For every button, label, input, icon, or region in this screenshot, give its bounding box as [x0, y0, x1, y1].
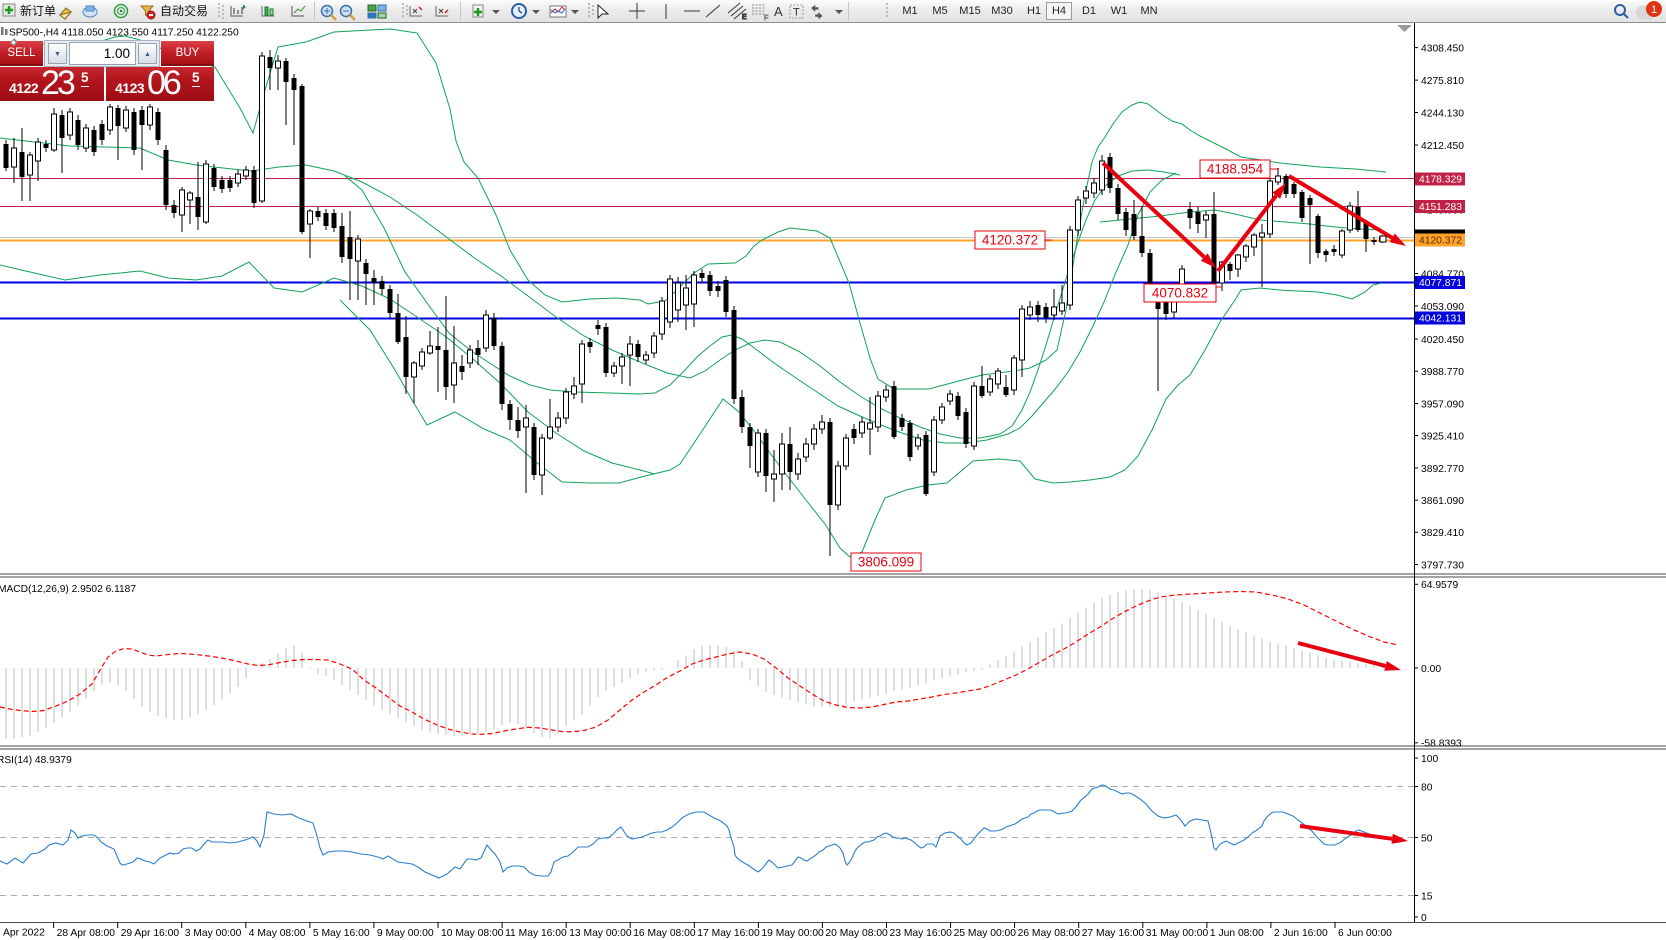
- svg-text:17 May 16:00: 17 May 16:00: [697, 928, 760, 939]
- svg-text:16 May 08:00: 16 May 08:00: [633, 928, 696, 939]
- svg-text:-58.8393: -58.8393: [1421, 739, 1462, 750]
- svg-text:4042.131: 4042.131: [1419, 314, 1462, 325]
- svg-text:3957.090: 3957.090: [1421, 399, 1464, 410]
- svg-text:100: 100: [1421, 754, 1438, 765]
- svg-text:4053.090: 4053.090: [1421, 302, 1464, 313]
- svg-text:80: 80: [1421, 782, 1433, 793]
- svg-text:1: 1: [1651, 4, 1657, 16]
- svg-text:T: T: [793, 7, 800, 19]
- svg-text:RSI(14) 48.9379: RSI(14) 48.9379: [0, 755, 72, 766]
- svg-text:3925.410: 3925.410: [1421, 431, 1464, 442]
- svg-text:31 May 00:00: 31 May 00:00: [1146, 928, 1209, 939]
- svg-text:3797.730: 3797.730: [1421, 560, 1464, 571]
- svg-text:3861.090: 3861.090: [1421, 496, 1464, 507]
- svg-text:0.00: 0.00: [1421, 664, 1441, 675]
- svg-text:MACD(12,26,9) 2.9502 6.1187: MACD(12,26,9) 2.9502 6.1187: [0, 584, 136, 595]
- svg-text:5 May 16:00: 5 May 16:00: [313, 928, 370, 939]
- svg-text:4188.954: 4188.954: [1207, 162, 1264, 177]
- svg-text:0: 0: [1421, 913, 1427, 924]
- svg-text:13 May 00:00: 13 May 00:00: [569, 928, 632, 939]
- svg-text:4178.329: 4178.329: [1419, 175, 1462, 186]
- svg-text:29 Apr 16:00: 29 Apr 16:00: [121, 928, 180, 939]
- svg-text:3806.099: 3806.099: [858, 555, 914, 570]
- svg-text:28 Apr 08:00: 28 Apr 08:00: [57, 928, 116, 939]
- svg-text:3892.770: 3892.770: [1421, 464, 1464, 475]
- svg-text:4275.810: 4275.810: [1421, 76, 1464, 87]
- svg-text:4151.283: 4151.283: [1419, 202, 1462, 213]
- svg-text:9 May 00:00: 9 May 00:00: [377, 928, 434, 939]
- svg-text:23 May 16:00: 23 May 16:00: [890, 928, 953, 939]
- svg-text:50: 50: [1421, 833, 1433, 844]
- svg-text:4020.450: 4020.450: [1421, 335, 1464, 346]
- svg-text:4 May 08:00: 4 May 08:00: [249, 928, 306, 939]
- svg-text:11 May 16:00: 11 May 16:00: [505, 928, 567, 939]
- svg-text:4244.130: 4244.130: [1421, 108, 1464, 119]
- svg-text:26 May 08:00: 26 May 08:00: [1018, 928, 1081, 939]
- svg-text:25 May 00:00: 25 May 00:00: [954, 928, 1017, 939]
- svg-text:10 May 08:00: 10 May 08:00: [441, 928, 504, 939]
- svg-text:4084.770: 4084.770: [1421, 269, 1464, 280]
- svg-text:3829.410: 3829.410: [1421, 528, 1464, 539]
- svg-text:1 Jun 08:00: 1 Jun 08:00: [1210, 928, 1264, 939]
- svg-text:4077.871: 4077.871: [1419, 278, 1462, 289]
- svg-text:SP500-,H4 4118.050 4123.550 4: SP500-,H4 4118.050 4123.550 4117.250 412…: [9, 28, 239, 39]
- svg-text:4212.450: 4212.450: [1421, 141, 1464, 152]
- svg-text:3 May 00:00: 3 May 00:00: [185, 928, 242, 939]
- svg-text:20 May 08:00: 20 May 08:00: [825, 928, 888, 939]
- svg-text:15: 15: [1421, 891, 1433, 902]
- svg-text:Apr 2022: Apr 2022: [3, 928, 45, 939]
- svg-text:A: A: [774, 4, 783, 19]
- svg-text:4120.372: 4120.372: [1419, 236, 1462, 247]
- svg-text:19 May 00:00: 19 May 00:00: [761, 928, 824, 939]
- svg-text:F: F: [764, 15, 768, 22]
- svg-text:新订单: 新订单: [20, 3, 56, 18]
- svg-text:E: E: [742, 14, 747, 21]
- svg-text:2 Jun 16:00: 2 Jun 16:00: [1274, 928, 1328, 939]
- svg-text:3988.770: 3988.770: [1421, 367, 1464, 378]
- svg-text:27 May 16:00: 27 May 16:00: [1082, 928, 1145, 939]
- svg-text:6 Jun 00:00: 6 Jun 00:00: [1338, 928, 1392, 939]
- svg-text:64.9579: 64.9579: [1421, 580, 1458, 591]
- svg-text:自动交易: 自动交易: [160, 3, 208, 18]
- svg-text:4308.450: 4308.450: [1421, 43, 1464, 54]
- svg-text:4070.832: 4070.832: [1152, 286, 1208, 301]
- svg-text:4120.372: 4120.372: [982, 233, 1038, 248]
